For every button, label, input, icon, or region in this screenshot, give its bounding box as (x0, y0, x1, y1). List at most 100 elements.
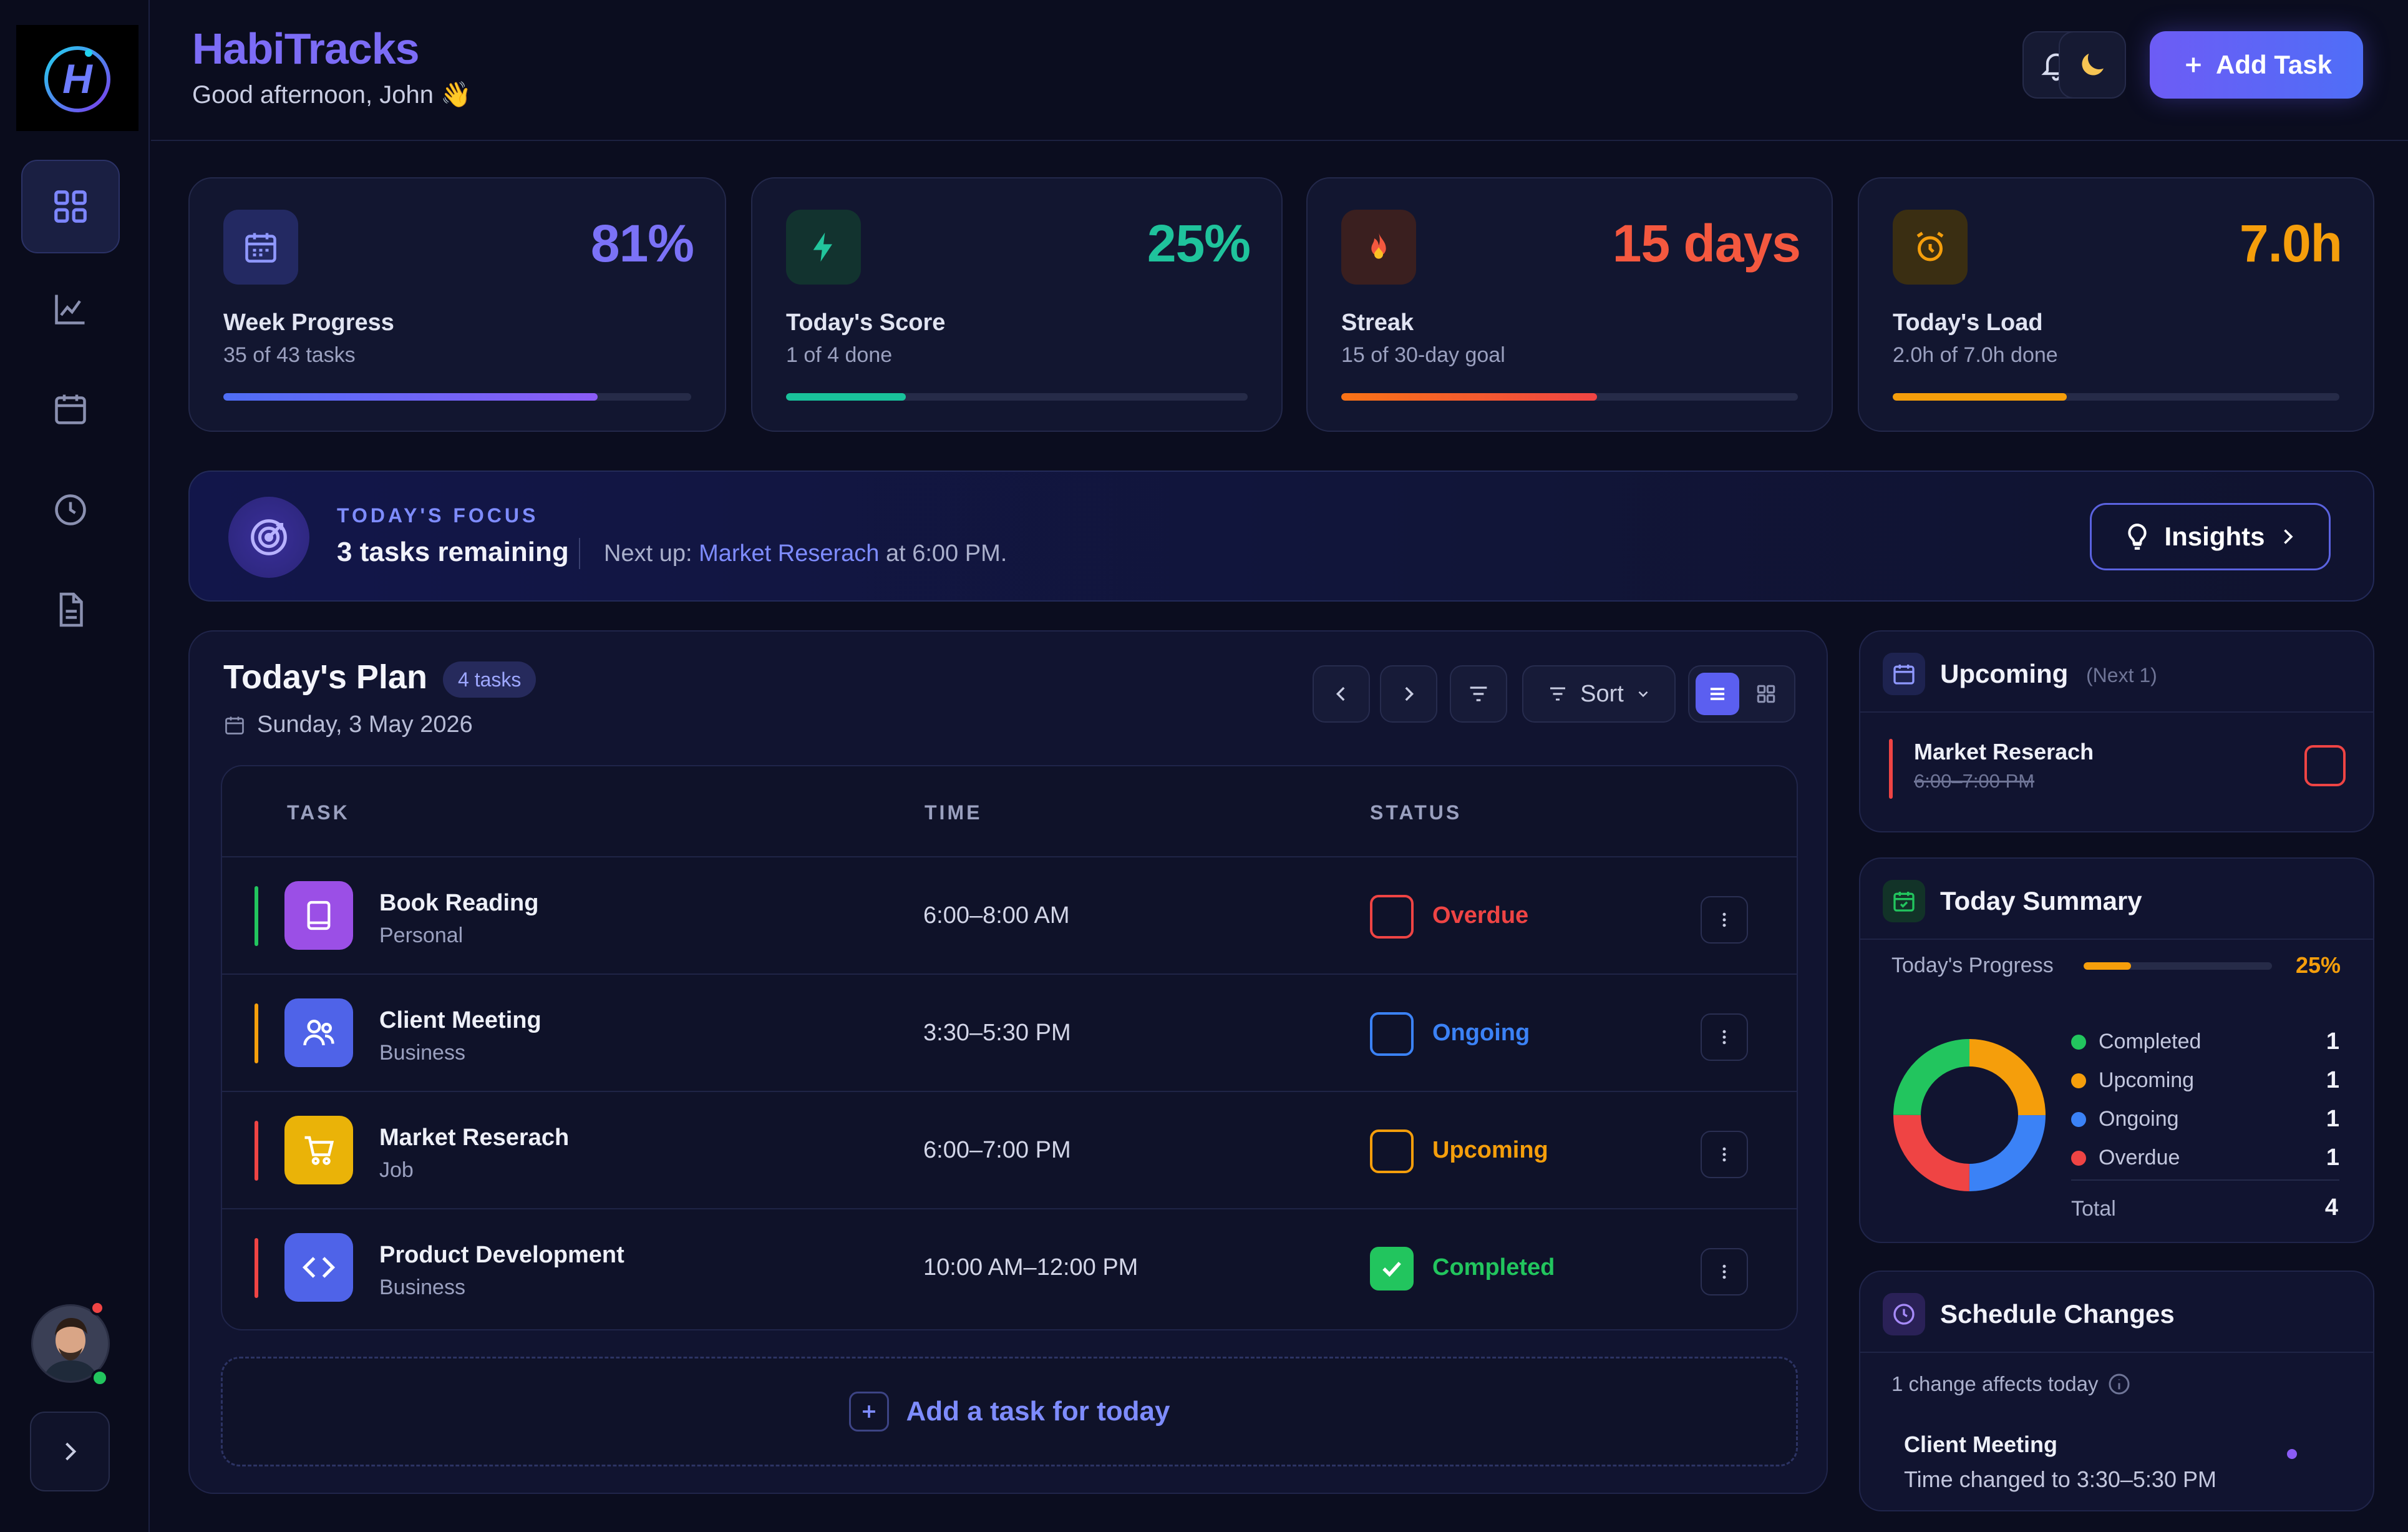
stat-progress-fill (786, 393, 906, 401)
theme-toggle-button[interactable] (2059, 31, 2126, 99)
task-more-button[interactable] (1701, 896, 1748, 944)
summary-header: Today Summary (1860, 859, 2373, 940)
legend-ongoing: Ongoing 1 (2071, 1106, 2339, 1133)
nav-notes[interactable] (21, 563, 120, 656)
donut-segment-completed (1893, 1039, 2046, 1191)
table-row[interactable]: Market Reserach Job 6:00–7:00 PM Upcomin… (222, 1091, 1797, 1208)
sort-label: Sort (1580, 680, 1624, 707)
stat-label: Week Progress (223, 310, 394, 336)
donut-segment-ongoing (1893, 1039, 2046, 1191)
upcoming-task-checkbox[interactable] (2304, 745, 2346, 786)
task-more-button[interactable] (1701, 1131, 1748, 1178)
upcoming-task-name[interactable]: Market Reserach (1914, 739, 2094, 764)
chevron-left-icon (1336, 686, 1345, 701)
status-label: Completed (1432, 1254, 1555, 1281)
next-up-task-link[interactable]: Market Reserach (699, 540, 880, 567)
clock-icon (1893, 1304, 1915, 1325)
schedule-task-detail: Time changed to 3:30–5:30 PM (1904, 1466, 2216, 1492)
code-icon (302, 1257, 336, 1278)
grid-icon (1757, 685, 1775, 703)
app-logo[interactable]: H (16, 25, 138, 131)
add-task-for-today-button[interactable]: Add a task for today (221, 1357, 1798, 1466)
status-checkbox[interactable] (1370, 1012, 1414, 1056)
task-category: Job (379, 1158, 414, 1182)
more-vertical-icon (1722, 1030, 1726, 1045)
status-checkbox[interactable] (1370, 895, 1414, 939)
expand-sidebar-button[interactable] (30, 1412, 110, 1491)
plan-title: Today's Plan (223, 658, 427, 696)
nav-dashboard[interactable] (21, 160, 120, 253)
legend-value: 1 (2326, 1106, 2339, 1132)
stat-subtext: 1 of 4 done (786, 343, 893, 367)
stat-card-todays-load[interactable]: 7.0h Today's Load 2.0h of 7.0h done (1858, 177, 2374, 432)
stat-subtext: 2.0h of 7.0h done (1893, 343, 2058, 367)
stat-progress-track (786, 393, 1248, 401)
stat-card-todays-score[interactable]: 25% Today's Score 1 of 4 done (751, 177, 1283, 432)
task-more-button[interactable] (1701, 1013, 1748, 1061)
sidebar: H (0, 0, 150, 1532)
upcoming-icon-box (1883, 653, 1925, 695)
stat-value: 25% (1147, 214, 1251, 273)
users-icon (303, 1020, 334, 1046)
previous-day-button[interactable] (1313, 665, 1370, 723)
plan-date-text: Sunday, 3 May 2026 (257, 711, 473, 738)
focus-title: 3 tasks remaining (337, 537, 569, 567)
legend-value: 1 (2326, 1028, 2339, 1055)
next-day-button[interactable] (1380, 665, 1437, 723)
today-summary-panel: Today Summary Today's Progress 25% Compl… (1859, 857, 2374, 1243)
info-icon[interactable] (2107, 1372, 2132, 1397)
calendar-icon (1893, 665, 1915, 685)
table-row[interactable]: Client Meeting Business 3:30–5:30 PM Ong… (222, 973, 1797, 1091)
sort-icon (1550, 687, 1566, 701)
list-view-button[interactable] (1696, 673, 1739, 715)
grid-icon (54, 190, 87, 223)
task-icon-box (284, 998, 353, 1067)
legend-overdue: Overdue 1 (2071, 1144, 2339, 1172)
legend-upcoming: Upcoming 1 (2071, 1067, 2339, 1095)
schedule-changes-panel: Schedule Changes 1 change affects today … (1859, 1271, 2374, 1511)
table-row[interactable]: Product Development Business 10:00 AM–12… (222, 1208, 1797, 1325)
legend-dot (2071, 1112, 2086, 1127)
schedule-note: 1 change affects today (1891, 1372, 2132, 1397)
nav-calendar[interactable] (21, 362, 120, 456)
summary-progress-fill (2084, 962, 2131, 970)
add-task-for-today-label: Add a task for today (906, 1396, 1170, 1427)
nav-analytics[interactable] (21, 262, 120, 356)
app-title: HabiTracks (192, 24, 420, 73)
cart-icon (304, 1136, 334, 1165)
status-checkbox-checked[interactable] (1370, 1247, 1414, 1290)
stat-card-streak[interactable]: 15 days Streak 15 of 30-day goal (1306, 177, 1833, 432)
task-name: Market Reserach (379, 1125, 570, 1151)
filter-button[interactable] (1450, 665, 1507, 723)
stat-label: Streak (1341, 310, 1414, 336)
task-more-button[interactable] (1701, 1248, 1748, 1295)
row-accent-bar (255, 1003, 258, 1063)
chevron-down-icon (1638, 691, 1648, 698)
lightbulb-icon (2128, 524, 2147, 550)
status-checkbox[interactable] (1370, 1129, 1414, 1173)
stat-value: 15 days (1612, 214, 1801, 273)
logo-icon: H (44, 46, 110, 112)
task-time: 3:30–5:30 PM (923, 1020, 1071, 1046)
chevron-right-icon (2283, 529, 2293, 544)
calendar-check-icon (1893, 892, 1915, 912)
bolt-icon (813, 232, 832, 262)
chevron-right-icon (1405, 686, 1414, 701)
todays-focus-banner: TODAY'S FOCUS 3 tasks remaining Next up:… (188, 471, 2374, 602)
nav-history[interactable] (21, 463, 120, 557)
table-row[interactable]: Book Reading Personal 6:00–8:00 AM Overd… (222, 856, 1797, 973)
next-up-prefix: Next up: (604, 540, 699, 567)
summary-icon-box (1883, 880, 1925, 922)
sort-dropdown[interactable]: Sort (1522, 665, 1676, 723)
stat-card-week-progress[interactable]: 81% Week Progress 35 of 43 tasks (188, 177, 726, 432)
summary-progress-track (2084, 962, 2272, 970)
alarm-clock-icon (1916, 232, 1944, 261)
stat-progress-track (223, 393, 691, 401)
todays-plan-panel: Today's Plan 4 tasks Sunday, 3 May 2026 … (188, 630, 1828, 1494)
more-vertical-icon (1722, 912, 1726, 927)
add-task-button[interactable]: Add Task (2150, 31, 2363, 99)
user-avatar[interactable] (31, 1300, 110, 1387)
schedule-task-name[interactable]: Client Meeting (1904, 1432, 2058, 1457)
grid-view-button[interactable] (1744, 673, 1788, 715)
insights-button[interactable]: Insights (2090, 503, 2331, 570)
